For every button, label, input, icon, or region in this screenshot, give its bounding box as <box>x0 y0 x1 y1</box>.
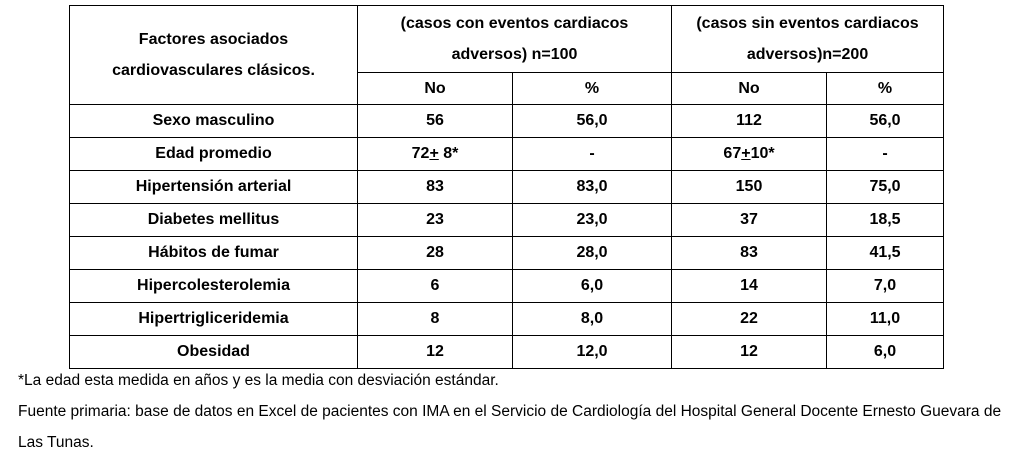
without-events-percent-cell: 6,0 <box>826 335 945 369</box>
table-row: Obesidad 12 12,0 12 6,0 <box>69 335 945 369</box>
risk-factors-table: Factores asociados cardiovasculares clás… <box>69 5 945 369</box>
without-events-count-cell: 14 <box>671 269 828 303</box>
age-footnote: *La edad esta medida en años y es la med… <box>18 372 499 389</box>
without-events-count-cell: 12 <box>671 335 828 369</box>
table-row: Sexo masculino 56 56,0 112 56,0 <box>69 104 945 138</box>
header-row: Factores asociados cardiovasculares clás… <box>69 5 945 105</box>
with-events-count-cell: 28 <box>357 236 513 270</box>
without-events-percent-cell: 56,0 <box>826 104 945 138</box>
factor-cell: Obesidad <box>69 335 358 369</box>
without-events-count-cell: 112 <box>671 104 828 138</box>
without-events-percent-cell: - <box>826 137 945 171</box>
with-events-percent-cell: 56,0 <box>511 104 673 138</box>
without-events-count-cell: 150 <box>671 170 828 204</box>
factor-cell: Sexo masculino <box>69 104 358 138</box>
with-events-percent-cell: - <box>511 137 673 171</box>
without-events-percent-cell: 11,0 <box>826 302 945 336</box>
table-row: Hipercolesterolemia 6 6,0 14 7,0 <box>69 269 945 303</box>
with-events-percent-cell: 83,0 <box>511 170 673 204</box>
without-events-percent-cell: 41,5 <box>826 236 945 270</box>
without-events-percent-cell: 7,0 <box>826 269 945 303</box>
with-events-percent-cell: 23,0 <box>511 203 673 237</box>
with-events-count-cell: 83 <box>357 170 513 204</box>
with-events-count-cell: 72+ 8* <box>357 137 513 171</box>
plus-minus-sign: + <box>741 145 751 162</box>
table-row: Edad promedio 72+ 8* -67+10* - <box>69 137 945 171</box>
without-events-percent-cell: 18,5 <box>826 203 945 237</box>
table-row: Hábitos de fumar 28 28,0 83 41,5 <box>69 236 945 270</box>
factor-cell: Hipertensión arterial <box>69 170 358 204</box>
table-row: Hipertensión arterial 83 83,0 150 75,0 <box>69 170 945 204</box>
without-events-count-cell: 67+10* <box>671 137 828 171</box>
without-events-count-cell: 37 <box>671 203 828 237</box>
subheader-row: No % No % <box>70 72 945 105</box>
with-events-percent-cell: 8,0 <box>511 302 673 336</box>
with-events-percent-cell: 28,0 <box>511 236 673 270</box>
factor-column-header: Factores asociados cardiovasculares clás… <box>69 5 358 105</box>
with-events-count-cell: 8 <box>357 302 513 336</box>
group-without-events-header: (casos sin eventos cardiacos adversos)n=… <box>671 5 945 73</box>
factor-cell: Hipertrigliceridemia <box>69 302 358 336</box>
subheader-with-pct: % <box>511 72 673 105</box>
with-events-count-cell: 6 <box>357 269 513 303</box>
factor-cell: Edad promedio <box>69 137 358 171</box>
subheader-without-pct: % <box>826 72 945 105</box>
with-events-count-cell: 12 <box>357 335 513 369</box>
factor-cell: Hipercolesterolemia <box>69 269 358 303</box>
without-events-percent-cell: 75,0 <box>826 170 945 204</box>
plus-minus-sign: + <box>429 145 439 162</box>
subheader-with-no: No <box>357 72 513 105</box>
subheader-without-no: No <box>671 72 828 105</box>
without-events-count-cell: 22 <box>671 302 828 336</box>
with-events-percent-cell: 6,0 <box>511 269 673 303</box>
factor-cell: Hábitos de fumar <box>69 236 358 270</box>
group-with-events-header: (casos con eventos cardiacos adversos) n… <box>356 5 673 73</box>
without-events-count-cell: 83 <box>671 236 828 270</box>
with-events-percent-cell: 12,0 <box>511 335 673 369</box>
with-events-count-cell: 56 <box>357 104 513 138</box>
table-notes: *La edad esta medida en años y es la med… <box>18 365 1018 458</box>
with-events-count-cell: 23 <box>357 203 513 237</box>
factor-cell: Diabetes mellitus <box>69 203 358 237</box>
source-footnote: Fuente primaria: base de datos en Excel … <box>18 403 1002 451</box>
table-row: Hipertrigliceridemia 8 8,0 22 11,0 <box>69 302 945 336</box>
table-row: Diabetes mellitus 23 23,0 37 18,5 <box>69 203 945 237</box>
